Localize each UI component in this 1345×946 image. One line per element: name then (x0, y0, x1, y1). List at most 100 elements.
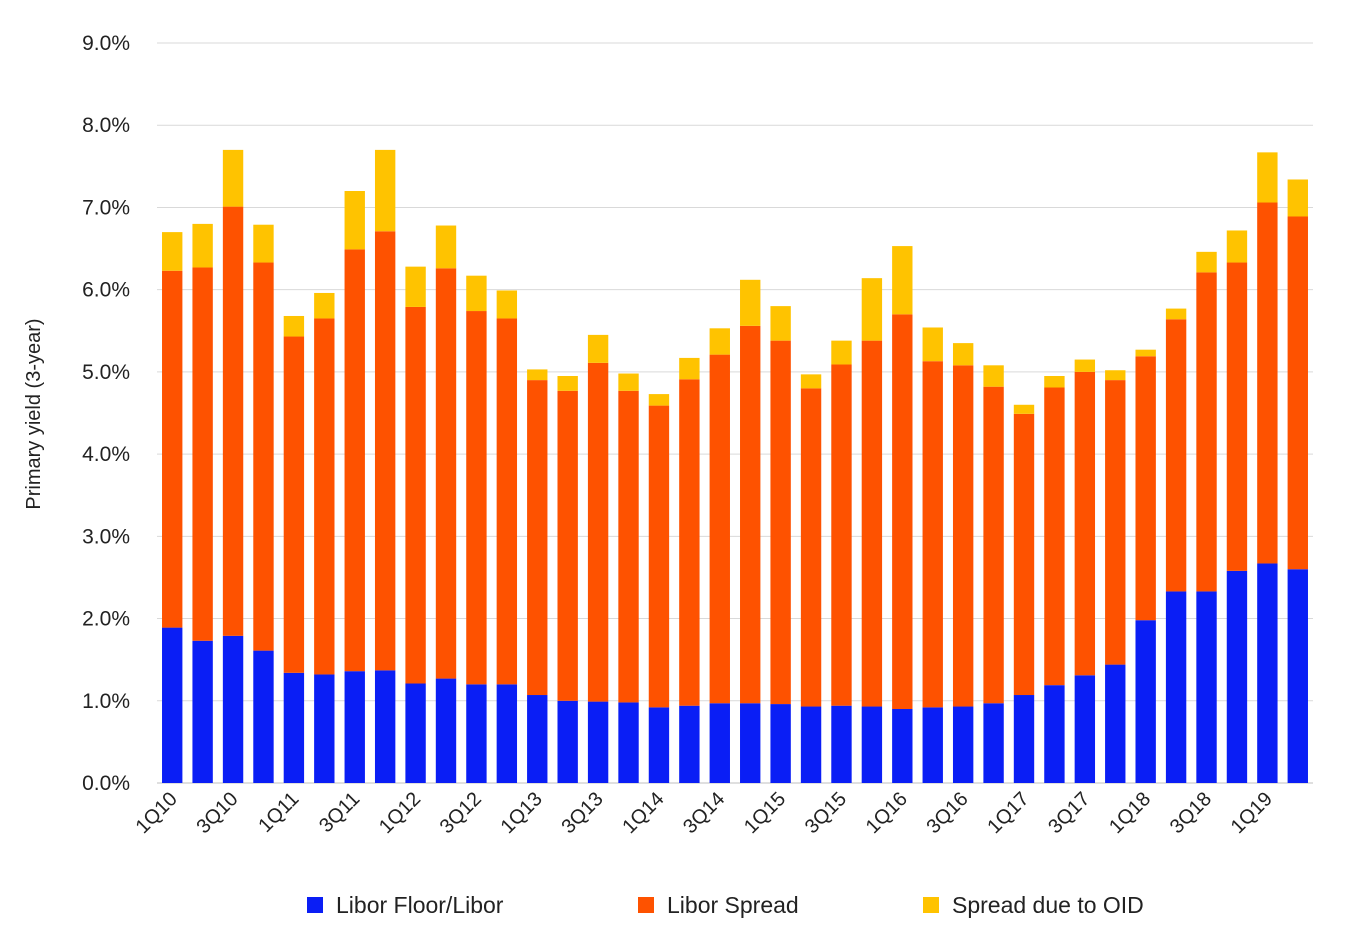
x-tick-label: 3Q11 (315, 788, 364, 837)
bar-segment-libor-floor (1105, 664, 1126, 783)
bar-segment-libor-spread (1013, 413, 1035, 696)
bar-stack (952, 343, 974, 783)
bar-segment-oid-spread (1013, 404, 1035, 414)
x-tick-label: 3Q17 (1044, 788, 1094, 838)
y-tick-label: 3.0% (82, 525, 130, 548)
bar-segment-libor-floor (466, 684, 487, 783)
bar-segment-libor-floor (1257, 563, 1278, 783)
legend: Libor Floor/Libor Libor Spread Spread due … (307, 892, 1144, 918)
bar-stack (527, 369, 548, 783)
bar-segment-libor-spread (1105, 380, 1126, 665)
bar-stack (1165, 308, 1187, 783)
x-tick-label: 3Q13 (557, 788, 607, 838)
bar-segment-oid-spread (861, 278, 883, 341)
bar-segment-libor-spread (740, 325, 761, 704)
bar-segment-oid-spread (587, 334, 609, 363)
bar-segment-libor-spread (1226, 262, 1248, 571)
bar-segment-oid-spread (831, 340, 852, 365)
bar-segment-libor-floor (679, 705, 700, 783)
bar-segment-oid-spread (1074, 359, 1096, 372)
x-tick-label: 1Q11 (254, 788, 303, 837)
bar-segment-oid-spread (1257, 152, 1278, 203)
bar-stack (496, 290, 518, 783)
bar-segment-libor-spread (1287, 216, 1308, 570)
bar-segment-oid-spread (557, 376, 578, 391)
bar-segment-oid-spread (1135, 349, 1156, 357)
bar-segment-oid-spread (648, 394, 670, 406)
bar-stack (1135, 349, 1156, 783)
x-tick-label: 1Q10 (132, 788, 182, 838)
bar-segment-libor-floor (648, 707, 670, 783)
x-tick-label: 1Q15 (740, 788, 790, 838)
bar-segment-libor-spread (1257, 202, 1278, 564)
bar-stack (983, 365, 1004, 783)
bars (162, 149, 1308, 783)
bar-segment-libor-floor (374, 670, 396, 783)
bar-segment-oid-spread (1165, 308, 1187, 320)
x-tick-label: 1Q16 (862, 788, 912, 838)
bar-segment-libor-floor (253, 650, 274, 783)
bar-segment-libor-floor (162, 627, 183, 783)
bar-segment-oid-spread (162, 232, 183, 271)
legend-label: Spread due to OID (952, 892, 1144, 918)
bar-segment-oid-spread (222, 149, 244, 207)
bar-segment-libor-spread (983, 386, 1004, 704)
bar-segment-libor-spread (374, 231, 396, 671)
bar-segment-libor-spread (496, 318, 518, 685)
bar-segment-libor-floor (435, 678, 457, 783)
legend-swatch (638, 897, 654, 913)
x-tick-label: 1Q13 (497, 788, 547, 838)
y-tick-label: 8.0% (82, 114, 130, 137)
bar-segment-libor-floor (770, 704, 791, 783)
y-tick-label: 2.0% (82, 608, 130, 631)
bar-segment-libor-floor (1165, 591, 1187, 783)
bar-segment-oid-spread (283, 315, 305, 337)
bar-stack (1105, 370, 1126, 783)
bar-stack (162, 232, 183, 783)
bar-segment-libor-floor (800, 706, 822, 783)
bar-segment-oid-spread (435, 225, 457, 269)
bar-segment-libor-floor (831, 705, 852, 783)
bar-segment-libor-spread (1044, 387, 1065, 686)
bar-segment-libor-spread (466, 311, 487, 685)
bar-segment-libor-spread (557, 390, 578, 701)
bar-stack (314, 292, 335, 783)
bar-segment-libor-floor (314, 674, 335, 783)
bar-stack (709, 328, 730, 783)
bar-segment-oid-spread (374, 149, 396, 232)
bar-segment-libor-floor (618, 702, 639, 783)
bar-segment-libor-floor (283, 672, 305, 783)
x-tick-label: 1Q18 (1105, 788, 1155, 838)
bar-stack (800, 374, 822, 783)
bar-segment-libor-floor (1074, 675, 1096, 783)
x-tick-label: 3Q15 (801, 788, 851, 838)
x-tick-label: 3Q12 (436, 788, 486, 838)
legend-swatch (923, 897, 939, 913)
x-tick-label: 1Q17 (983, 788, 1033, 838)
bar-segment-oid-spread (1044, 376, 1065, 388)
bar-segment-libor-spread (648, 405, 670, 708)
bar-segment-oid-spread (405, 266, 426, 307)
x-tick-label: 1Q12 (375, 788, 425, 838)
bar-segment-oid-spread (314, 292, 335, 319)
bar-segment-libor-spread (1135, 356, 1156, 621)
bar-stack (405, 266, 426, 783)
bar-segment-libor-floor (557, 700, 578, 783)
bar-segment-libor-floor (922, 707, 943, 783)
bar-stack (1074, 359, 1096, 783)
bar-segment-oid-spread (253, 224, 274, 263)
legend-label: Libor Floor/Libor (336, 892, 504, 918)
bar-segment-libor-spread (861, 340, 883, 707)
bar-segment-libor-spread (709, 354, 730, 704)
bar-stack (922, 327, 943, 783)
bar-segment-libor-spread (344, 249, 365, 672)
y-tick-label: 9.0% (82, 32, 130, 55)
x-tick-label: 1Q14 (618, 788, 668, 838)
bar-segment-libor-spread (587, 362, 609, 702)
y-axis-title: Primary yield (3-year) (23, 318, 45, 509)
bar-segment-libor-spread (892, 314, 913, 709)
bar-stack (466, 275, 487, 783)
bar-stack (770, 306, 791, 783)
